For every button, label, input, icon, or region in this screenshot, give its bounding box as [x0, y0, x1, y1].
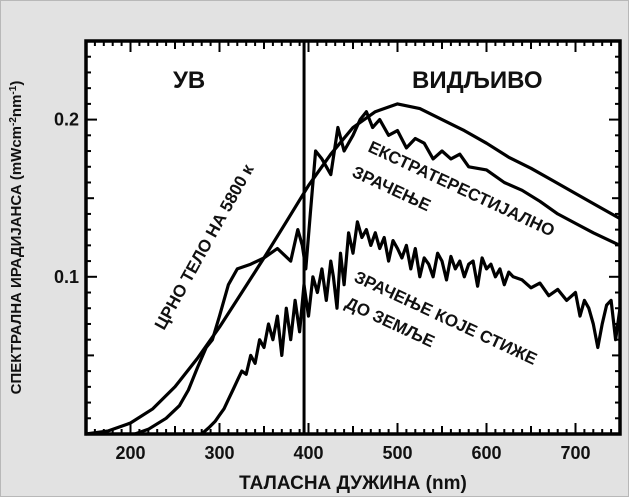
x-tick-label: 600 [471, 443, 501, 463]
plot-area [84, 39, 622, 436]
x-tick-label: 300 [204, 443, 234, 463]
x-tick-label: 400 [293, 443, 323, 463]
blackbody-curve [85, 102, 621, 436]
x-tick-label: 500 [382, 443, 412, 463]
x-tick-label: 200 [115, 443, 145, 463]
y-tick-label: 0.2 [54, 110, 79, 130]
uv-region-label: УВ [173, 67, 205, 94]
y-axis-label: СПЕКТРАЛНА ИРАДИЈАНСА (mWcm-2nm-1) [8, 81, 26, 395]
visible-region-label: ВИДЉИВО [412, 67, 543, 94]
axis-tick-labels: 200 300 400 500 600 700 0.1 0.2 [54, 110, 591, 463]
x-axis-label: ТАЛАСНА ДУЖИНА (nm) [239, 473, 467, 494]
x-tick-label: 700 [560, 443, 590, 463]
extraterrestrial-curve [134, 110, 621, 436]
ground-curve [200, 220, 622, 436]
y-tick-label: 0.1 [54, 267, 79, 287]
spectrum-curves [85, 102, 622, 436]
